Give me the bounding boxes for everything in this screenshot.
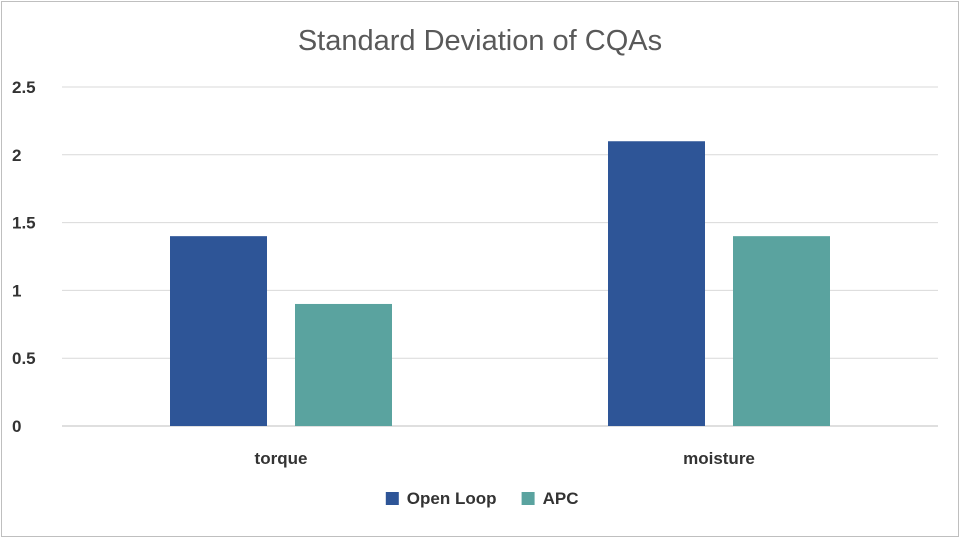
bar-apc-moisture	[733, 236, 830, 426]
y-tick-label: 2	[12, 146, 21, 165]
legend: Open Loop APC	[385, 489, 579, 508]
bars	[170, 141, 830, 427]
y-tick-label: 0	[12, 417, 21, 436]
chart-title: Standard Deviation of CQAs	[298, 25, 662, 57]
y-tick-label: 1	[12, 281, 21, 300]
legend-label: Open Loop	[407, 489, 497, 508]
legend-swatch	[521, 492, 535, 505]
y-tick-label: 2.5	[12, 78, 36, 97]
bar-apc-torque	[295, 303, 392, 426]
y-tick-label: 1.5	[12, 214, 36, 233]
legend-swatch	[385, 492, 399, 505]
x-category-label: moisture	[683, 449, 755, 468]
y-tick-label: 0.5	[12, 349, 36, 368]
bar-open-loop-torque	[170, 236, 267, 426]
legend-label: APC	[543, 489, 579, 508]
x-category-label: torque	[255, 449, 308, 468]
y-axis: 0 0.5 1 1.5 2 2.5	[12, 78, 36, 436]
x-axis: torque moisture	[255, 449, 755, 468]
bar-open-loop-moisture	[608, 141, 705, 427]
